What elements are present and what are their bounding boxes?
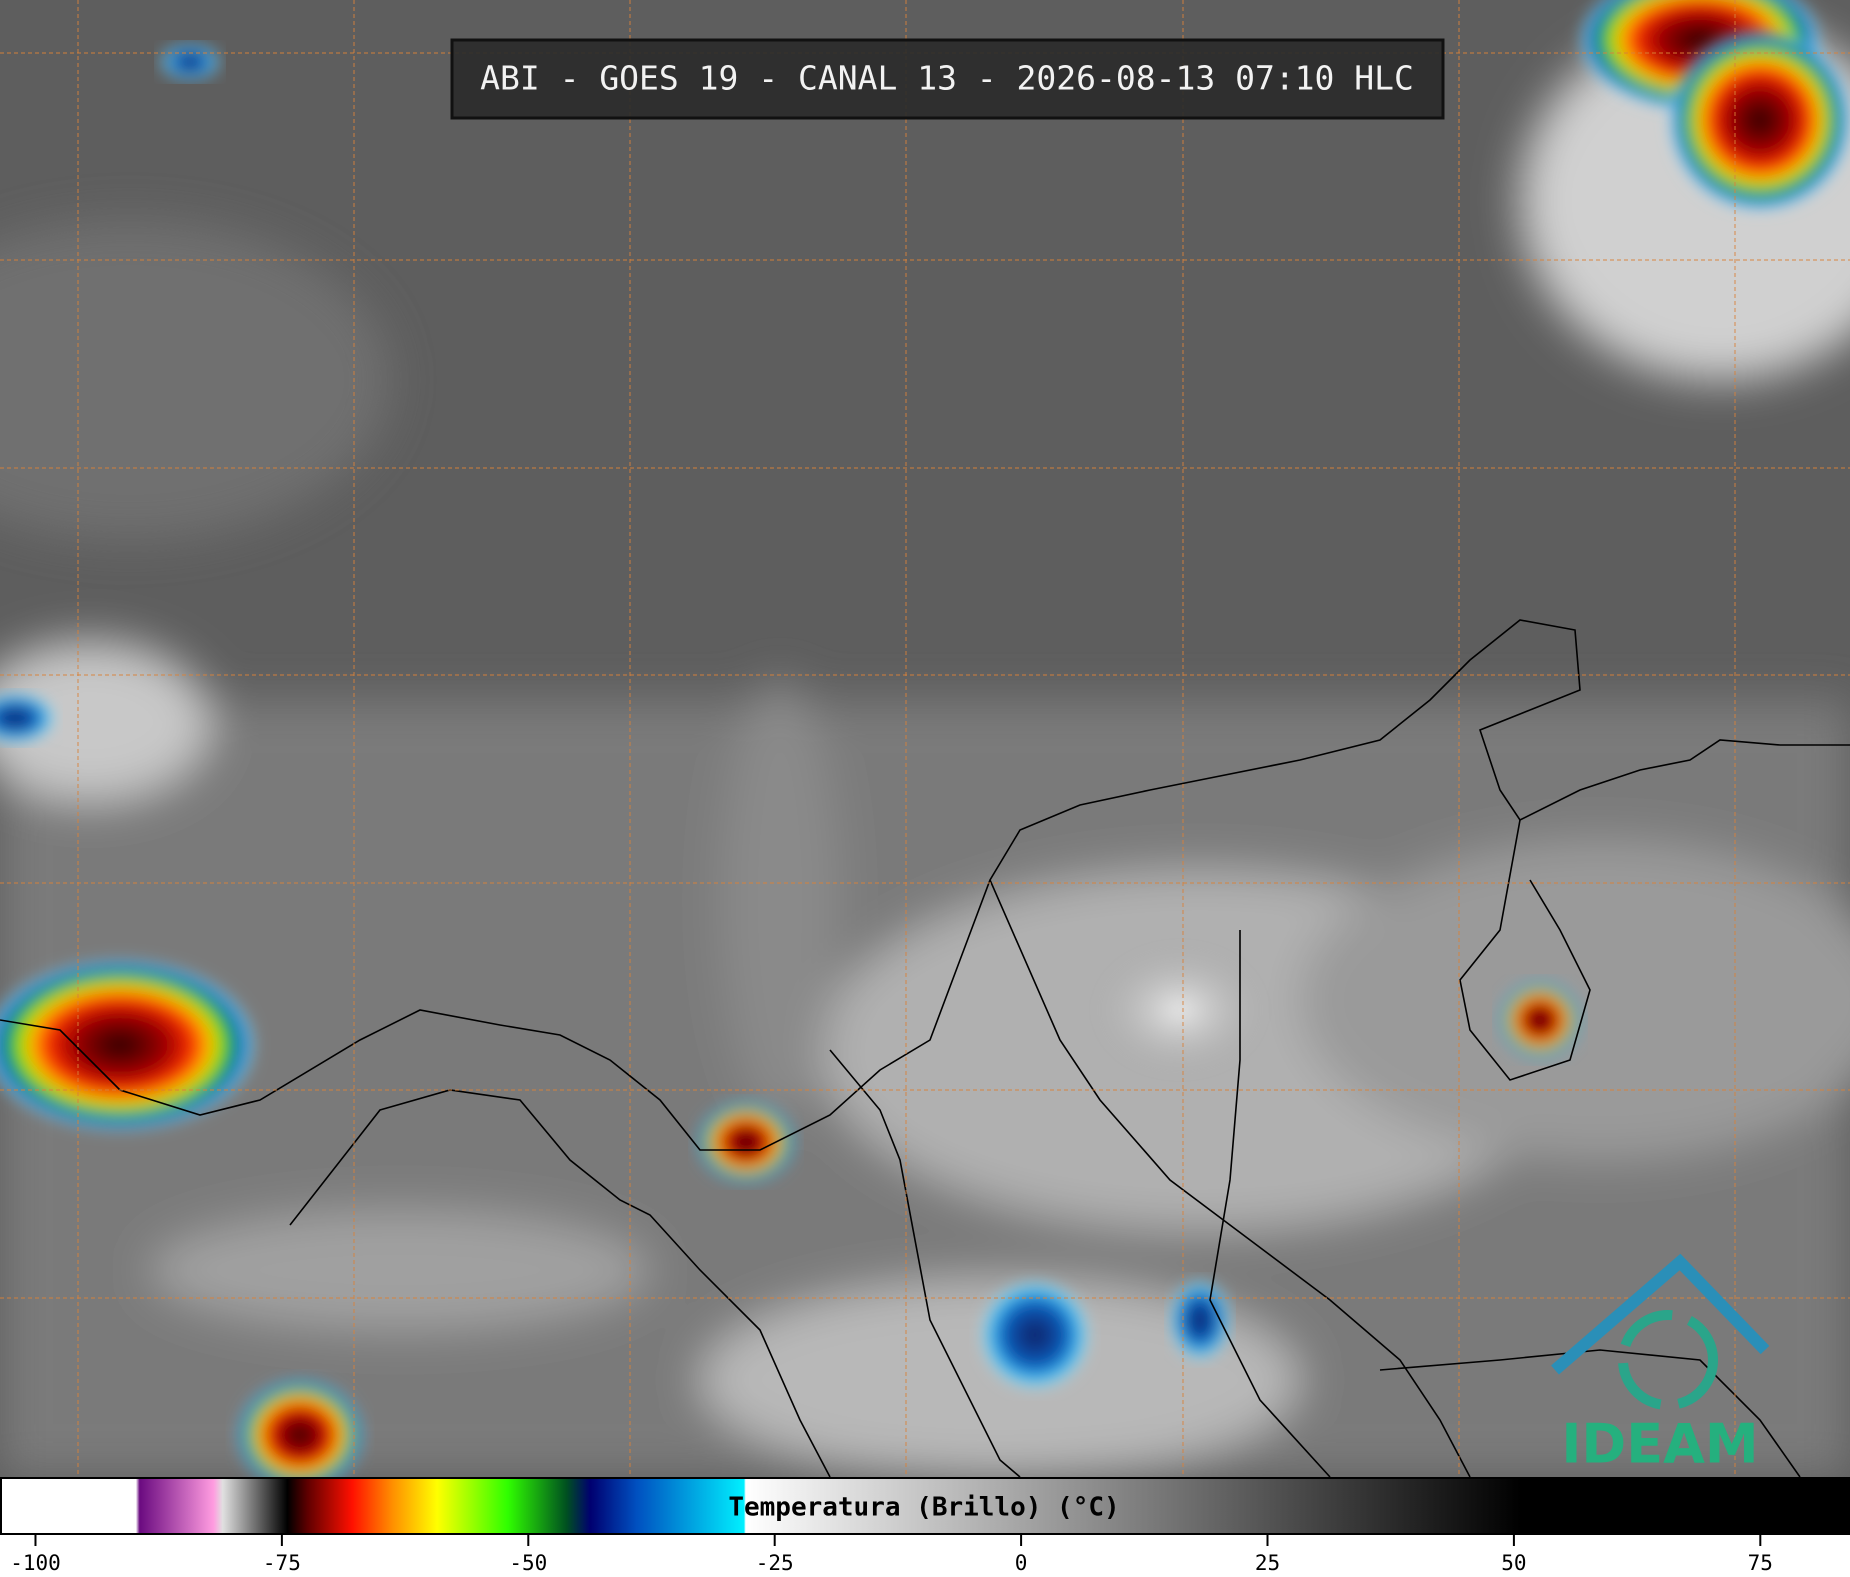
tick-label: -75: [263, 1551, 301, 1575]
logo: IDEAM: [1551, 1253, 1770, 1476]
tick-label: 75: [1748, 1551, 1773, 1575]
colorbar-label: Temperatura (Brillo) (°C): [728, 1493, 1119, 1523]
title-background: [450, 38, 1445, 120]
tick-label: 0: [1015, 1551, 1028, 1575]
tick-label: 25: [1255, 1551, 1280, 1575]
logo-text: IDEAM: [1561, 1413, 1758, 1476]
coastlines: [0, 619, 1850, 1478]
satellite-image: [0, 0, 1850, 1490]
colorbar: [0, 1477, 1850, 1535]
title-box: ABI - GOES 19 - CANAL 13 - 2026-08-13 07…: [450, 38, 1445, 120]
tick-label: 50: [1501, 1551, 1526, 1575]
logo-swirl: [1618, 1310, 1718, 1410]
tick-label: -25: [756, 1551, 794, 1575]
logo-roof: [1551, 1253, 1770, 1375]
graticule: [0, 0, 1850, 1477]
colorbar-axis: -100 -75 -50 -25 0 25 50 75: [10, 1534, 1773, 1575]
title: ABI - GOES 19 - CANAL 13 - 2026-08-13 07…: [480, 59, 1414, 98]
tick-label: -50: [509, 1551, 547, 1575]
tick-label: -100: [10, 1551, 61, 1575]
